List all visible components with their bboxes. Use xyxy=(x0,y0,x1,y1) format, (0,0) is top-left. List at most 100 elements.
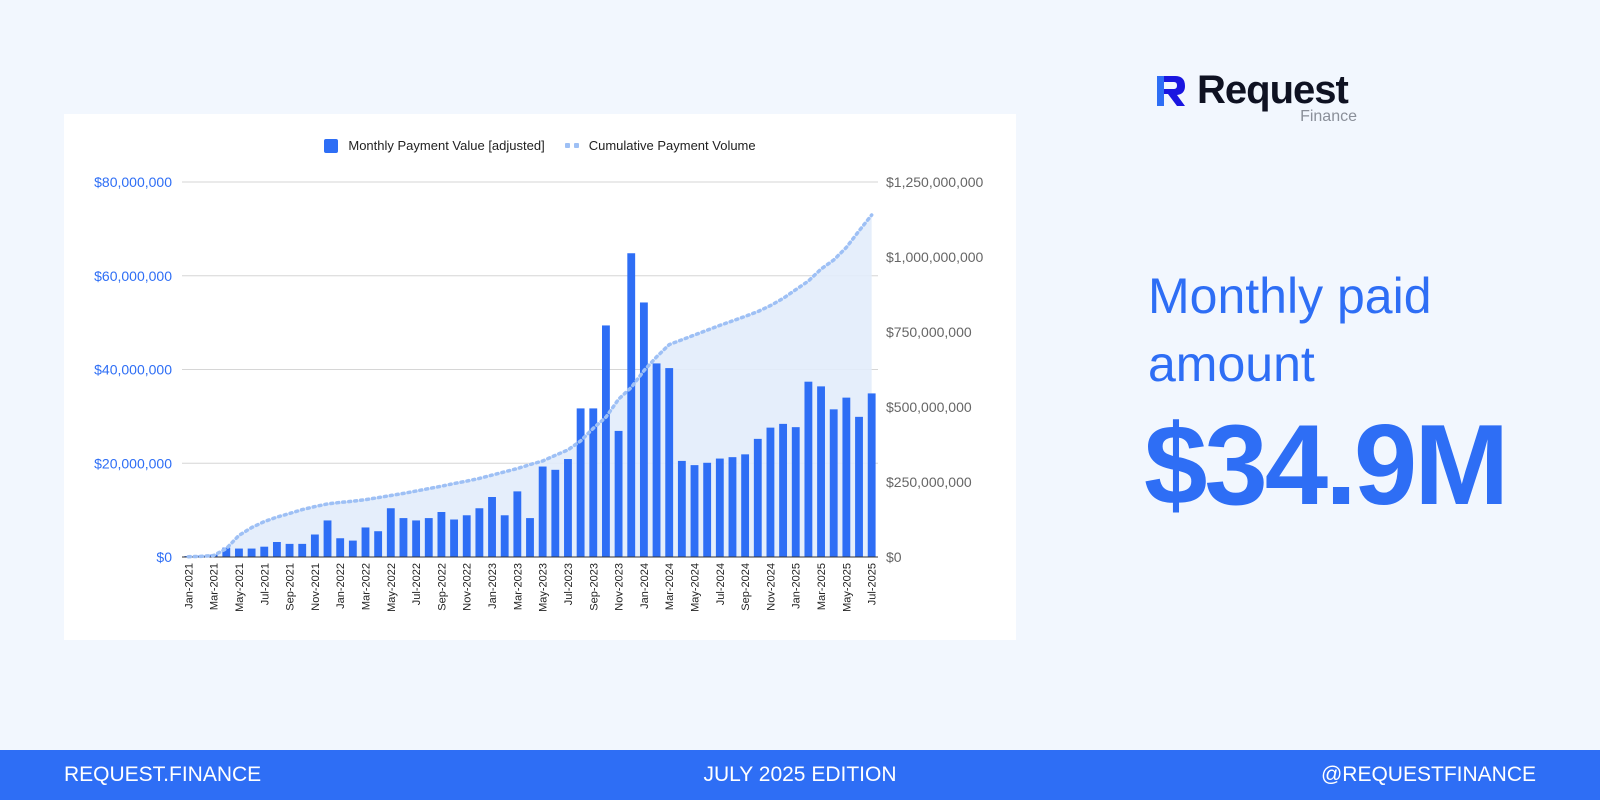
brand-logo: Request Finance xyxy=(1155,68,1365,132)
headline-line-2: amount xyxy=(1148,336,1315,392)
bar xyxy=(665,368,674,557)
bar xyxy=(500,515,509,557)
bar xyxy=(791,427,800,557)
bar xyxy=(639,302,648,557)
y-left-tick-label: $0 xyxy=(156,549,172,565)
bar xyxy=(361,527,370,557)
y-right-tick-label: $1,000,000,000 xyxy=(886,249,984,265)
bar xyxy=(260,546,269,557)
x-tick-label: Mar-2025 xyxy=(816,563,828,610)
chart-legend: Monthly Payment Value [adjusted] Cumulat… xyxy=(64,138,1016,153)
footer: REQUEST.FINANCE JULY 2025 EDITION @REQUE… xyxy=(0,750,1600,800)
bar xyxy=(348,540,357,557)
legend-label-monthly: Monthly Payment Value [adjusted] xyxy=(348,138,545,153)
x-tick-label: May-2024 xyxy=(690,563,702,612)
bar xyxy=(627,253,636,557)
bar xyxy=(437,512,446,557)
bar xyxy=(779,423,788,557)
bar xyxy=(272,542,281,557)
brand-name: Request xyxy=(1197,68,1349,112)
bar xyxy=(336,538,345,557)
x-tick-label: Sep-2022 xyxy=(436,563,448,611)
bar xyxy=(488,497,496,557)
x-tick-label: Jan-2024 xyxy=(639,563,651,609)
bar xyxy=(576,408,585,557)
footer-handle: @REQUESTFINANCE xyxy=(1320,763,1536,786)
headline: Monthly paid amount xyxy=(1148,262,1568,398)
bar xyxy=(855,416,863,557)
bar xyxy=(298,543,307,557)
x-tick-label: Sep-2023 xyxy=(588,563,600,611)
bar xyxy=(741,454,750,557)
x-tick-label: Jul-2021 xyxy=(259,563,271,605)
x-tick-label: Jan-2025 xyxy=(791,563,803,609)
bar xyxy=(247,548,256,557)
legend-item-monthly: Monthly Payment Value [adjusted] xyxy=(324,138,545,153)
x-tick-label: Jan-2023 xyxy=(487,563,499,609)
x-tick-label: Jul-2023 xyxy=(563,563,575,605)
x-tick-label: Nov-2023 xyxy=(614,563,626,611)
y-left-tick-label: $80,000,000 xyxy=(94,174,172,190)
footer-edition: JULY 2025 EDITION xyxy=(703,763,897,786)
chart-card: Monthly Payment Value [adjusted] Cumulat… xyxy=(64,114,1016,640)
x-tick-label: Jul-2024 xyxy=(715,563,727,605)
y-right-tick-label: $750,000,000 xyxy=(886,324,972,340)
y-right-tick-label: $250,000,000 xyxy=(886,474,972,490)
bar xyxy=(235,548,243,557)
bar xyxy=(804,381,813,557)
x-tick-label: May-2025 xyxy=(841,563,853,612)
bar xyxy=(614,430,623,557)
y-right-tick-label: $0 xyxy=(886,549,902,565)
bar xyxy=(677,460,686,557)
x-tick-label: Nov-2024 xyxy=(765,563,777,611)
bar xyxy=(652,363,661,557)
x-tick-label: Jan-2021 xyxy=(183,563,195,609)
bar xyxy=(424,518,433,557)
bar xyxy=(462,515,471,557)
bar xyxy=(323,520,332,557)
bar xyxy=(450,519,458,557)
bar xyxy=(867,393,876,557)
x-tick-label: Mar-2022 xyxy=(360,563,372,610)
bar xyxy=(399,518,408,557)
bar xyxy=(374,531,383,557)
y-right-tick-label: $1,250,000,000 xyxy=(886,174,984,190)
bar xyxy=(817,386,825,557)
chart-plot: $0 $20,000,000 $40,000,000 $60,000,000 $80,0… xyxy=(94,174,984,612)
x-tick-label: Jul-2025 xyxy=(867,563,879,605)
x-tick-label: Sep-2021 xyxy=(285,563,297,611)
x-tick-label: Mar-2021 xyxy=(209,563,221,610)
x-tick-label: May-2021 xyxy=(234,563,246,612)
x-tick-label: Mar-2024 xyxy=(664,563,676,610)
bar xyxy=(526,518,534,557)
x-tick-label: Nov-2021 xyxy=(310,563,322,611)
y-left-tick-label: $20,000,000 xyxy=(94,455,172,471)
bar xyxy=(538,466,547,557)
x-tick-label: Nov-2022 xyxy=(462,563,474,611)
brand-sub: Finance xyxy=(1300,108,1357,125)
bar xyxy=(564,459,572,557)
x-tick-label: Mar-2023 xyxy=(512,563,524,610)
x-tick-label: May-2022 xyxy=(386,563,398,612)
legend-item-cumulative: Cumulative Payment Volume xyxy=(564,138,756,153)
bar xyxy=(513,491,522,557)
bar xyxy=(842,397,851,557)
bar xyxy=(703,462,712,557)
x-tick-label: Jul-2022 xyxy=(411,563,423,605)
y-right-tick-label: $500,000,000 xyxy=(886,399,972,415)
bar xyxy=(551,469,560,557)
x-tick-label: May-2023 xyxy=(538,563,550,612)
y-left-tick-label: $40,000,000 xyxy=(94,362,172,378)
bar xyxy=(766,427,775,557)
bar xyxy=(829,409,838,557)
bar xyxy=(222,547,231,557)
bar xyxy=(386,508,395,557)
legend-swatch-bar xyxy=(324,138,339,153)
cumulative-line xyxy=(186,213,874,559)
request-logo-icon xyxy=(1157,76,1185,106)
x-tick-label: Jan-2022 xyxy=(335,563,347,609)
bar xyxy=(475,508,484,557)
cumulative-area xyxy=(188,215,872,557)
bar xyxy=(690,465,699,557)
bar xyxy=(310,534,319,557)
